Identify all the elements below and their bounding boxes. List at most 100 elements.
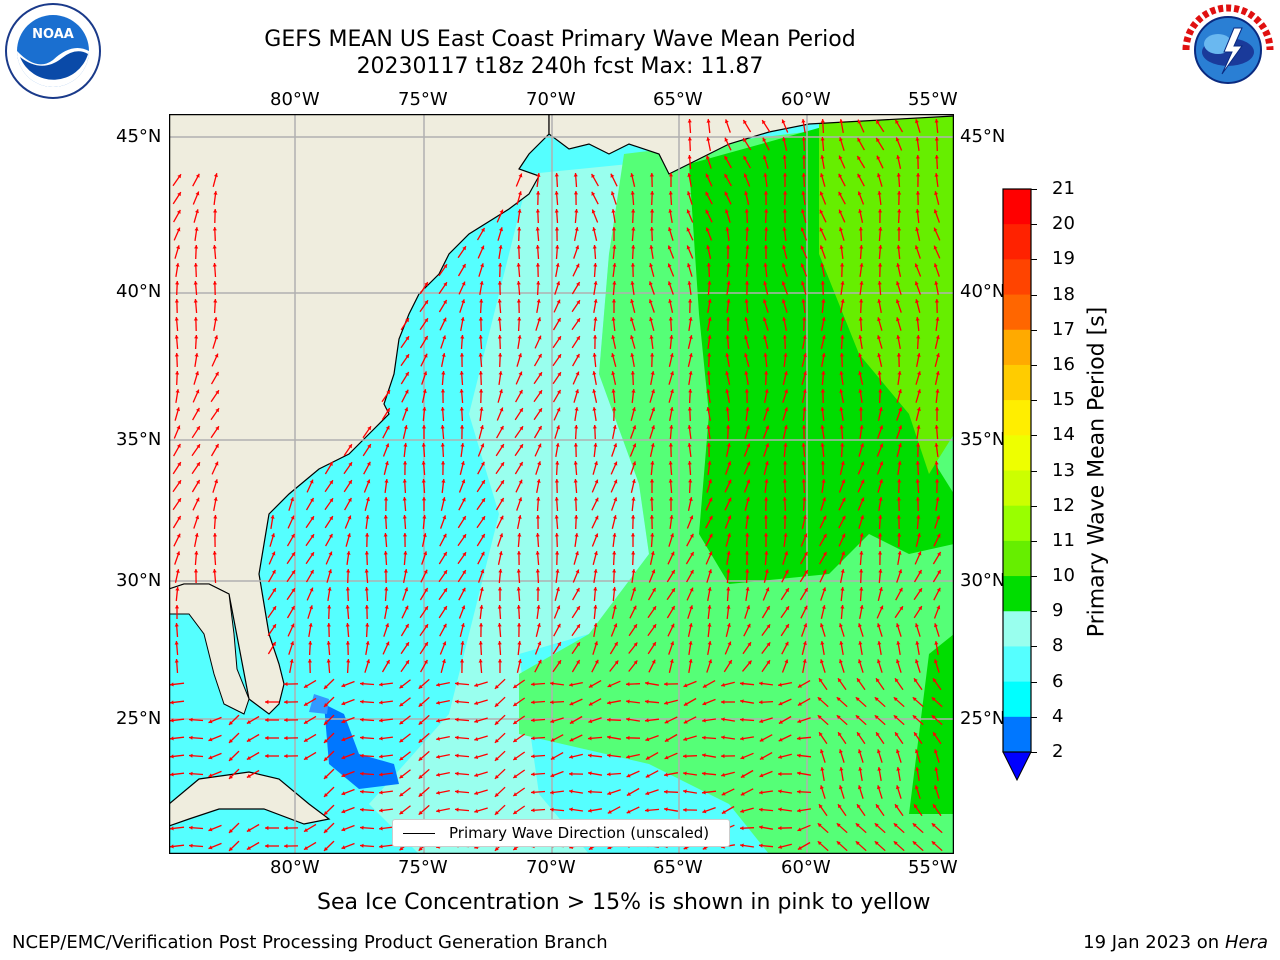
wave-arrow-head <box>479 299 484 303</box>
wave-arrow-head <box>783 371 788 375</box>
wave-arrow-head <box>516 263 521 267</box>
wave-arrow-head <box>650 551 655 555</box>
wave-arrow-head <box>556 623 561 628</box>
lon-tick-top: 80°W <box>270 89 320 110</box>
wave-arrow-head <box>651 425 655 430</box>
wave-arrow-head <box>513 774 518 778</box>
wave-arrow-head <box>745 569 750 573</box>
wave-arrow-head <box>310 516 314 521</box>
wave-arrow-head <box>759 773 764 778</box>
wave-arrow-head <box>896 335 901 339</box>
wave-arrow-head <box>782 317 787 321</box>
wave-arrow-head <box>821 335 826 339</box>
wave-arrow-head <box>936 605 941 610</box>
wave-arrow-head <box>613 479 618 484</box>
wave-arrow-head <box>912 697 917 702</box>
wave-arrow-head <box>877 659 881 664</box>
wave-arrow-head <box>859 587 864 591</box>
wave-arrow-head <box>840 317 845 321</box>
wave-arrow-head <box>479 587 484 591</box>
wave-arrow-head <box>498 245 503 249</box>
wave-arrow-head <box>626 735 630 740</box>
wave-arrow-head <box>859 569 864 573</box>
wave-arrow-head <box>481 534 485 538</box>
wave-arrow-head <box>706 389 711 393</box>
wave-arrow-head <box>480 263 484 268</box>
wave-arrow-head <box>436 736 440 741</box>
wave-arrow-head <box>403 425 408 429</box>
wave-arrow-head <box>612 245 617 249</box>
wave-arrow-head <box>174 317 179 321</box>
wave-arrow-head <box>399 810 404 815</box>
wave-arrow-head <box>214 479 219 484</box>
wave-arrow-head <box>494 720 499 725</box>
wave-arrow-head <box>858 389 863 393</box>
wave-arrow-head <box>213 515 218 519</box>
wave-arrow-head <box>721 772 726 777</box>
wave-arrow-head <box>877 317 881 322</box>
wave-arrow-head <box>745 551 750 555</box>
wave-arrow-head <box>531 772 535 777</box>
wave-arrow-head <box>538 426 542 430</box>
wave-arrow-head <box>366 461 371 466</box>
wave-arrow-head <box>670 371 674 376</box>
wave-arrow-head <box>839 425 844 429</box>
wave-arrow-head <box>588 683 593 688</box>
wave-arrow-head <box>626 792 631 796</box>
wave-arrow-head <box>916 533 921 537</box>
colorbar-tick-label: 15 <box>1052 389 1075 411</box>
wave-arrow-head <box>554 533 559 537</box>
wave-arrow-head <box>574 533 579 537</box>
wave-arrow-head <box>284 826 288 831</box>
wave-arrow-head <box>176 533 181 538</box>
wave-arrow-head <box>462 534 466 539</box>
wave-arrow-head <box>440 389 445 393</box>
wave-arrow-head <box>670 551 675 556</box>
wave-arrow-head <box>651 407 656 412</box>
wave-arrow-head <box>708 551 713 556</box>
wave-arrow-head <box>576 624 580 629</box>
wave-arrow-head <box>519 408 523 413</box>
wave-arrow-head <box>934 659 938 664</box>
wave-arrow-head <box>745 407 750 411</box>
wave-arrow-head <box>689 605 694 610</box>
wave-arrow-head <box>517 209 522 213</box>
lon-tick-bottom: 70°W <box>526 857 576 878</box>
noaa-logo: NOAA <box>5 3 101 99</box>
wave-arrow-head <box>271 551 276 556</box>
lon-tick-top: 60°W <box>781 89 831 110</box>
wave-arrow-head <box>531 682 535 687</box>
wave-arrow-head <box>931 715 936 720</box>
wave-arrow-head <box>915 137 920 141</box>
wave-arrow-head <box>479 605 484 609</box>
wave-arrow-head <box>518 353 522 358</box>
wave-arrow-head <box>423 353 428 358</box>
lon-tick-bottom: 60°W <box>781 857 831 878</box>
wave-arrow-head <box>575 263 580 268</box>
wave-arrow-head <box>424 642 428 647</box>
wave-arrow-head <box>459 353 464 357</box>
wave-arrow-head <box>934 119 939 123</box>
colorbar-tick-mark <box>1031 400 1037 402</box>
wave-arrow-head <box>877 623 881 628</box>
wave-arrow-head <box>778 789 782 794</box>
wave-arrow-head <box>497 623 502 627</box>
wave-arrow-head <box>557 372 561 377</box>
wave-arrow-head <box>550 719 555 724</box>
wave-arrow-head <box>404 407 409 412</box>
wave-arrow-head <box>284 682 288 687</box>
wave-arrow-head <box>170 682 174 687</box>
wave-arrow-head <box>670 533 674 538</box>
wave-arrow-head <box>707 281 712 285</box>
wave-arrow-head <box>706 443 711 447</box>
wave-arrow-head <box>803 605 808 610</box>
wave-arrow-head <box>650 443 655 447</box>
wave-arrow-head <box>405 318 409 323</box>
wave-arrow-head <box>291 588 295 593</box>
wave-arrow-head <box>196 462 200 467</box>
wave-arrow-head <box>592 353 597 357</box>
wave-arrow-head <box>555 461 560 465</box>
wave-arrow-head <box>367 426 371 431</box>
wave-arrow-head <box>857 173 862 178</box>
wave-arrow-head <box>556 407 561 412</box>
